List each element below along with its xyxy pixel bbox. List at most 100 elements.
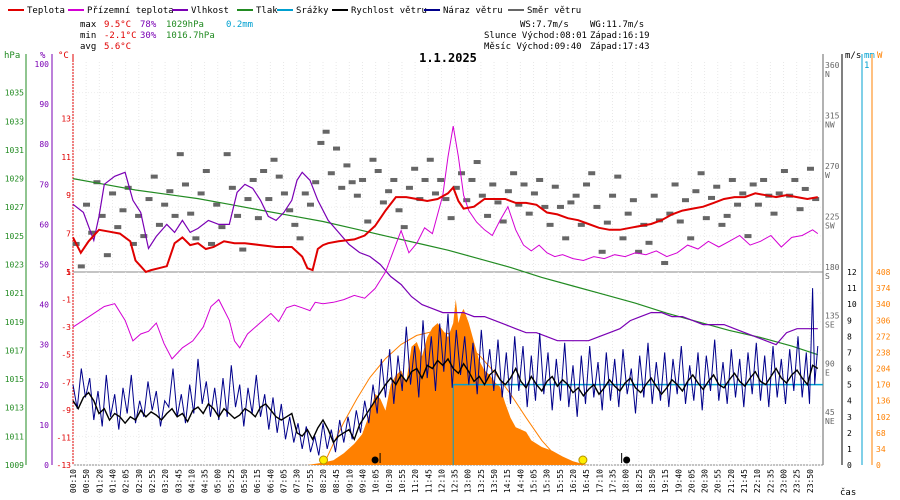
- wind-direction-mark: [650, 193, 658, 198]
- time-tick-label: 17:35: [608, 469, 617, 493]
- humidity-line: [72, 171, 818, 346]
- wind-direction-mark: [520, 182, 528, 187]
- wind-direction-mark: [306, 202, 314, 207]
- wind-direction-mark: [171, 213, 179, 218]
- wind-direction-mark: [812, 197, 820, 202]
- time-tick-label: 10:55: [398, 469, 407, 493]
- axis-ticks: 1035103310311029102710251023102110191017…: [5, 60, 891, 470]
- wind-direction-mark: [223, 152, 231, 157]
- solar-tick-label: 374: [876, 284, 891, 293]
- wind-direction-mark: [598, 249, 606, 254]
- solar-tick-label: 170: [876, 381, 891, 390]
- temp-tick-label: -1: [61, 296, 71, 305]
- solar-tick-label: 0: [876, 461, 881, 470]
- wind-direction-mark: [671, 182, 679, 187]
- wind-direction-mark: [411, 166, 419, 171]
- stat-avg-temp: 5.6°C: [104, 42, 131, 52]
- wind-direction-mark: [588, 171, 596, 176]
- wind-direction-mark: [234, 213, 242, 218]
- wind-direction-mark: [369, 157, 377, 162]
- time-tick-label: 21:45: [740, 469, 749, 493]
- wind-direction-mark: [478, 193, 486, 198]
- time-tick-label: 01:20: [95, 469, 104, 493]
- legend-label-teplota: Teplota: [27, 6, 65, 16]
- time-tick-label: 11:45: [424, 469, 433, 493]
- solar-axis-label: W: [877, 51, 883, 61]
- wind-direction-mark: [187, 211, 195, 216]
- wind-direction-mark: [754, 202, 762, 207]
- wind-tick-label: 12: [847, 268, 857, 277]
- wind-direction-mark: [202, 169, 210, 173]
- pressure-tick-label: 1029: [5, 175, 24, 184]
- direction-tick-compass: NW: [825, 121, 835, 130]
- wind-direction-mark: [572, 193, 580, 198]
- time-tick-label: 15:55: [556, 469, 565, 493]
- time-tick-label: 07:05: [280, 469, 289, 493]
- wind-direction-mark: [228, 185, 236, 190]
- time-tick-label: 02:05: [122, 469, 131, 493]
- wind-direction-mark: [124, 185, 132, 190]
- temp-tick-label: -5: [61, 351, 71, 360]
- humidity-axis-label: %: [40, 51, 46, 61]
- wind-tick-label: 11: [847, 284, 857, 293]
- wind-tick-label: 4: [847, 397, 852, 406]
- pressure-line: [72, 178, 818, 356]
- wind-direction-mark: [155, 222, 163, 227]
- wind-direction-mark: [359, 177, 367, 182]
- axis-headers: hPa % °C m/s mm W 1 čas: [4, 51, 883, 498]
- wind-direction-mark: [265, 197, 273, 202]
- wind-gust-line: [72, 288, 819, 456]
- direction-tick-compass: N: [825, 70, 830, 79]
- wind-direction-mark: [426, 157, 434, 162]
- time-tick-label: 05:25: [227, 469, 236, 493]
- wind-direction-mark: [504, 189, 512, 194]
- time-tick-label: 02:30: [135, 469, 144, 493]
- wind-direction-mark: [166, 189, 174, 194]
- wind-direction-mark: [713, 184, 721, 189]
- wind-direction-mark: [562, 236, 570, 241]
- wind-direction-mark: [749, 182, 757, 187]
- wind-direction-mark: [791, 177, 799, 182]
- wind-direction-mark: [140, 234, 148, 239]
- wind-direction-mark: [129, 241, 137, 246]
- time-tick-label: 19:15: [661, 469, 670, 493]
- time-tick-label: 10:30: [385, 469, 394, 493]
- direction-tick-compass: E: [825, 369, 830, 378]
- wind-direction-mark: [770, 211, 778, 216]
- wind-direction-mark: [296, 236, 304, 241]
- legend-label-srazky: Srážky: [296, 6, 329, 16]
- wind-tick-label: 9: [847, 316, 852, 325]
- wind-direction-mark: [796, 207, 804, 212]
- time-tick-label: 02:55: [148, 469, 157, 493]
- pressure-tick-label: 1015: [5, 375, 24, 384]
- direction-tick-label: 270: [825, 162, 840, 171]
- humidity-tick-label: 80: [39, 140, 49, 149]
- wind-tick-label: 3: [847, 413, 852, 422]
- moonrise-icon: [371, 456, 379, 464]
- time-tick-label: 23:25: [793, 469, 802, 493]
- wind-direction-mark: [609, 193, 617, 198]
- wind-direction-mark: [208, 241, 216, 246]
- wind-direction-mark: [780, 169, 788, 173]
- wind-direction-mark: [119, 208, 127, 213]
- wind-speed-line: [72, 357, 819, 444]
- stat-max-temp: 9.5°C: [104, 20, 131, 30]
- time-tick-label: 08:45: [332, 469, 341, 493]
- info-ws: WS:7.7m/s: [520, 20, 569, 30]
- temp-tick-label: 13: [61, 114, 71, 123]
- time-axis-label: čas: [840, 487, 856, 498]
- stat-max-rain: 0.2mm: [226, 20, 253, 30]
- wind-direction-mark: [619, 236, 627, 241]
- wind-direction-mark: [317, 140, 325, 145]
- time-tick-label: 12:35: [451, 469, 460, 493]
- wind-direction-mark: [739, 191, 747, 196]
- wind-direction-mark: [687, 236, 695, 241]
- pressure-tick-label: 1033: [5, 117, 24, 126]
- humidity-tick-label: 90: [39, 100, 49, 109]
- humidity-tick-label: 10: [39, 421, 49, 430]
- series-layer: [72, 126, 823, 466]
- wind-direction-mark: [530, 191, 538, 196]
- time-tick-label: 16:45: [582, 469, 591, 493]
- wind-direction-mark: [348, 180, 356, 185]
- time-tick-label: 15:30: [543, 469, 552, 493]
